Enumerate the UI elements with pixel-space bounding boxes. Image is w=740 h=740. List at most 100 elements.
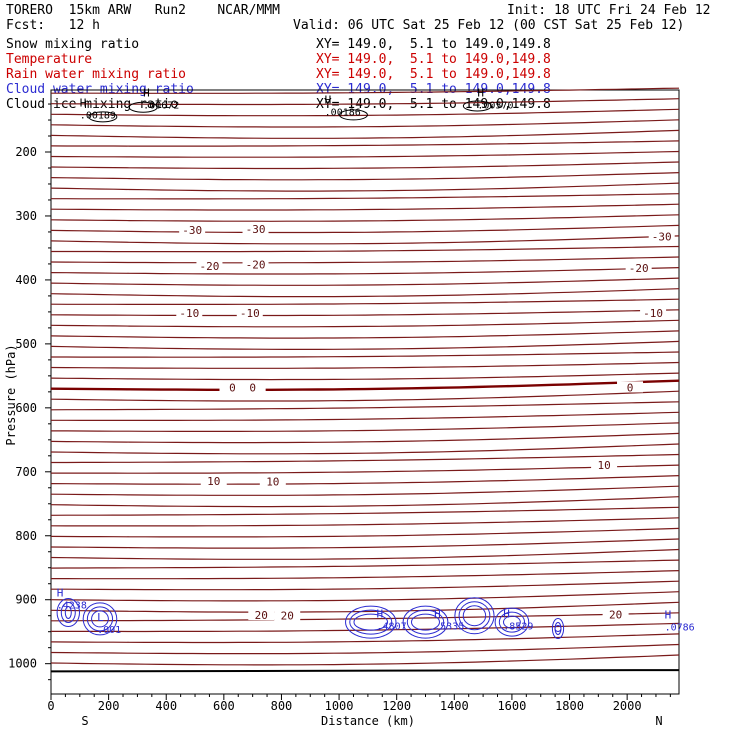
x-tick-label: 1200	[382, 699, 411, 713]
temperature-contour-label: 20	[609, 608, 622, 621]
extremum-marker: H	[57, 587, 64, 600]
contour-label-bg	[179, 224, 206, 236]
cloud-water-contour	[349, 609, 393, 635]
contour-label-bg	[242, 222, 269, 234]
extremum-value: .4807	[377, 622, 407, 633]
contour-label-bg	[274, 609, 301, 621]
x-axis-label: Distance (km)	[321, 714, 415, 728]
temperature-contour-label: 20	[255, 609, 268, 622]
isotherm	[51, 193, 680, 200]
contour-label-bg	[176, 307, 203, 319]
isotherm	[50, 119, 680, 128]
isotherm	[51, 351, 680, 358]
forecast-hour: Fcst: 12 h	[6, 18, 100, 33]
extremum-marker: H	[143, 86, 150, 99]
cloud-water-contour	[458, 601, 491, 631]
cloud-water-contour	[353, 613, 389, 631]
isotherm	[50, 172, 680, 181]
cloud-water-contour	[454, 597, 495, 635]
isotherm	[50, 372, 680, 381]
isotherm	[50, 475, 680, 485]
contour-label-bg	[242, 258, 269, 270]
y-tick-label: 400	[15, 273, 37, 287]
temperature-contour-label: -10	[643, 307, 663, 320]
isotherm	[50, 298, 680, 305]
temperature-contour-label: 0	[229, 381, 236, 394]
temperature-contour-label: -30	[246, 223, 266, 236]
isotherm	[50, 340, 680, 350]
extremum-value: .001	[97, 625, 121, 636]
y-tick-label: 600	[15, 401, 37, 415]
isotherm	[50, 506, 680, 516]
isotherm	[50, 401, 680, 411]
temperature-contour-label: 0	[627, 381, 634, 394]
valid-time: Valid: 06 UTC Sat 25 Feb 12 (00 CST Sat …	[293, 18, 685, 33]
cloud-ice-contour	[462, 100, 492, 112]
contour-label-bg	[648, 230, 675, 242]
contour-label-bg	[259, 475, 286, 487]
temperature-contour-label: -30	[652, 230, 672, 243]
isotherm	[50, 98, 680, 106]
y-tick-label: 300	[15, 209, 37, 223]
legend-rain: Rain water mixing ratio	[6, 67, 187, 82]
legend-xy-rain: XY= 149.0, 5.1 to 149.0,149.8	[316, 67, 551, 82]
isotherm	[50, 235, 680, 245]
isotherm	[50, 643, 680, 655]
extremum-value: .8529	[503, 622, 533, 633]
isotherm	[50, 161, 680, 170]
isotherm	[50, 432, 680, 444]
isotherm	[50, 267, 680, 275]
isotherm	[50, 538, 680, 549]
y-tick-label: 500	[15, 337, 37, 351]
extremum-marker: H	[325, 93, 332, 106]
cloud-water-contour	[410, 613, 440, 631]
cloud-ice-contour	[338, 109, 368, 121]
y-tick-label: 1000	[8, 657, 37, 671]
isotherm	[50, 517, 680, 527]
extremum-value: .00186	[325, 107, 361, 118]
contour-label-bg	[200, 474, 227, 486]
x-tick-label: 1800	[555, 699, 584, 713]
extremum-value: .4238	[57, 601, 87, 612]
isotherm	[50, 591, 680, 602]
x-tick-label: 1000	[325, 699, 354, 713]
isotherm	[50, 548, 680, 560]
x-tick-label: 800	[271, 699, 293, 713]
isotherm	[50, 150, 680, 158]
isotherm	[50, 361, 680, 369]
isotherm	[51, 245, 680, 253]
temperature-contour-label: 0	[249, 381, 256, 394]
isotherm	[51, 612, 680, 622]
isotherm	[51, 453, 680, 464]
x-tick-label: 200	[98, 699, 120, 713]
isotherm	[51, 422, 680, 432]
isotherm	[50, 443, 680, 455]
contour-label-bg	[236, 307, 263, 319]
isotherm	[50, 224, 680, 234]
y-tick-label: 700	[15, 465, 37, 479]
isotherm	[50, 108, 680, 117]
temperature-contour-label: 10	[207, 475, 220, 488]
ground-line	[50, 669, 680, 673]
isotherm	[50, 309, 680, 317]
contour-label-bg	[640, 307, 667, 319]
cloud-water-contour	[86, 606, 114, 632]
isotherm	[50, 256, 680, 264]
isotherm	[51, 411, 680, 421]
y-tick-label: 900	[15, 593, 37, 607]
y-tick-label: 200	[15, 145, 37, 159]
extremum-marker: H	[80, 97, 87, 110]
temperature-contour-label: -20	[246, 259, 266, 272]
x-tick-label: 600	[213, 699, 235, 713]
isotherm	[50, 390, 680, 402]
extremum-value: .00570	[477, 100, 513, 111]
isotherm	[51, 622, 680, 633]
cloud-water-contour	[498, 611, 526, 633]
isotherm	[50, 203, 680, 211]
contour-label-bg	[617, 381, 644, 393]
init-time: Init: 18 UTC Fri 24 Feb 12	[507, 3, 711, 18]
extremum-value: .0786	[665, 622, 695, 633]
cloud-water-contour	[551, 618, 565, 640]
x-tick-label: 1400	[440, 699, 469, 713]
